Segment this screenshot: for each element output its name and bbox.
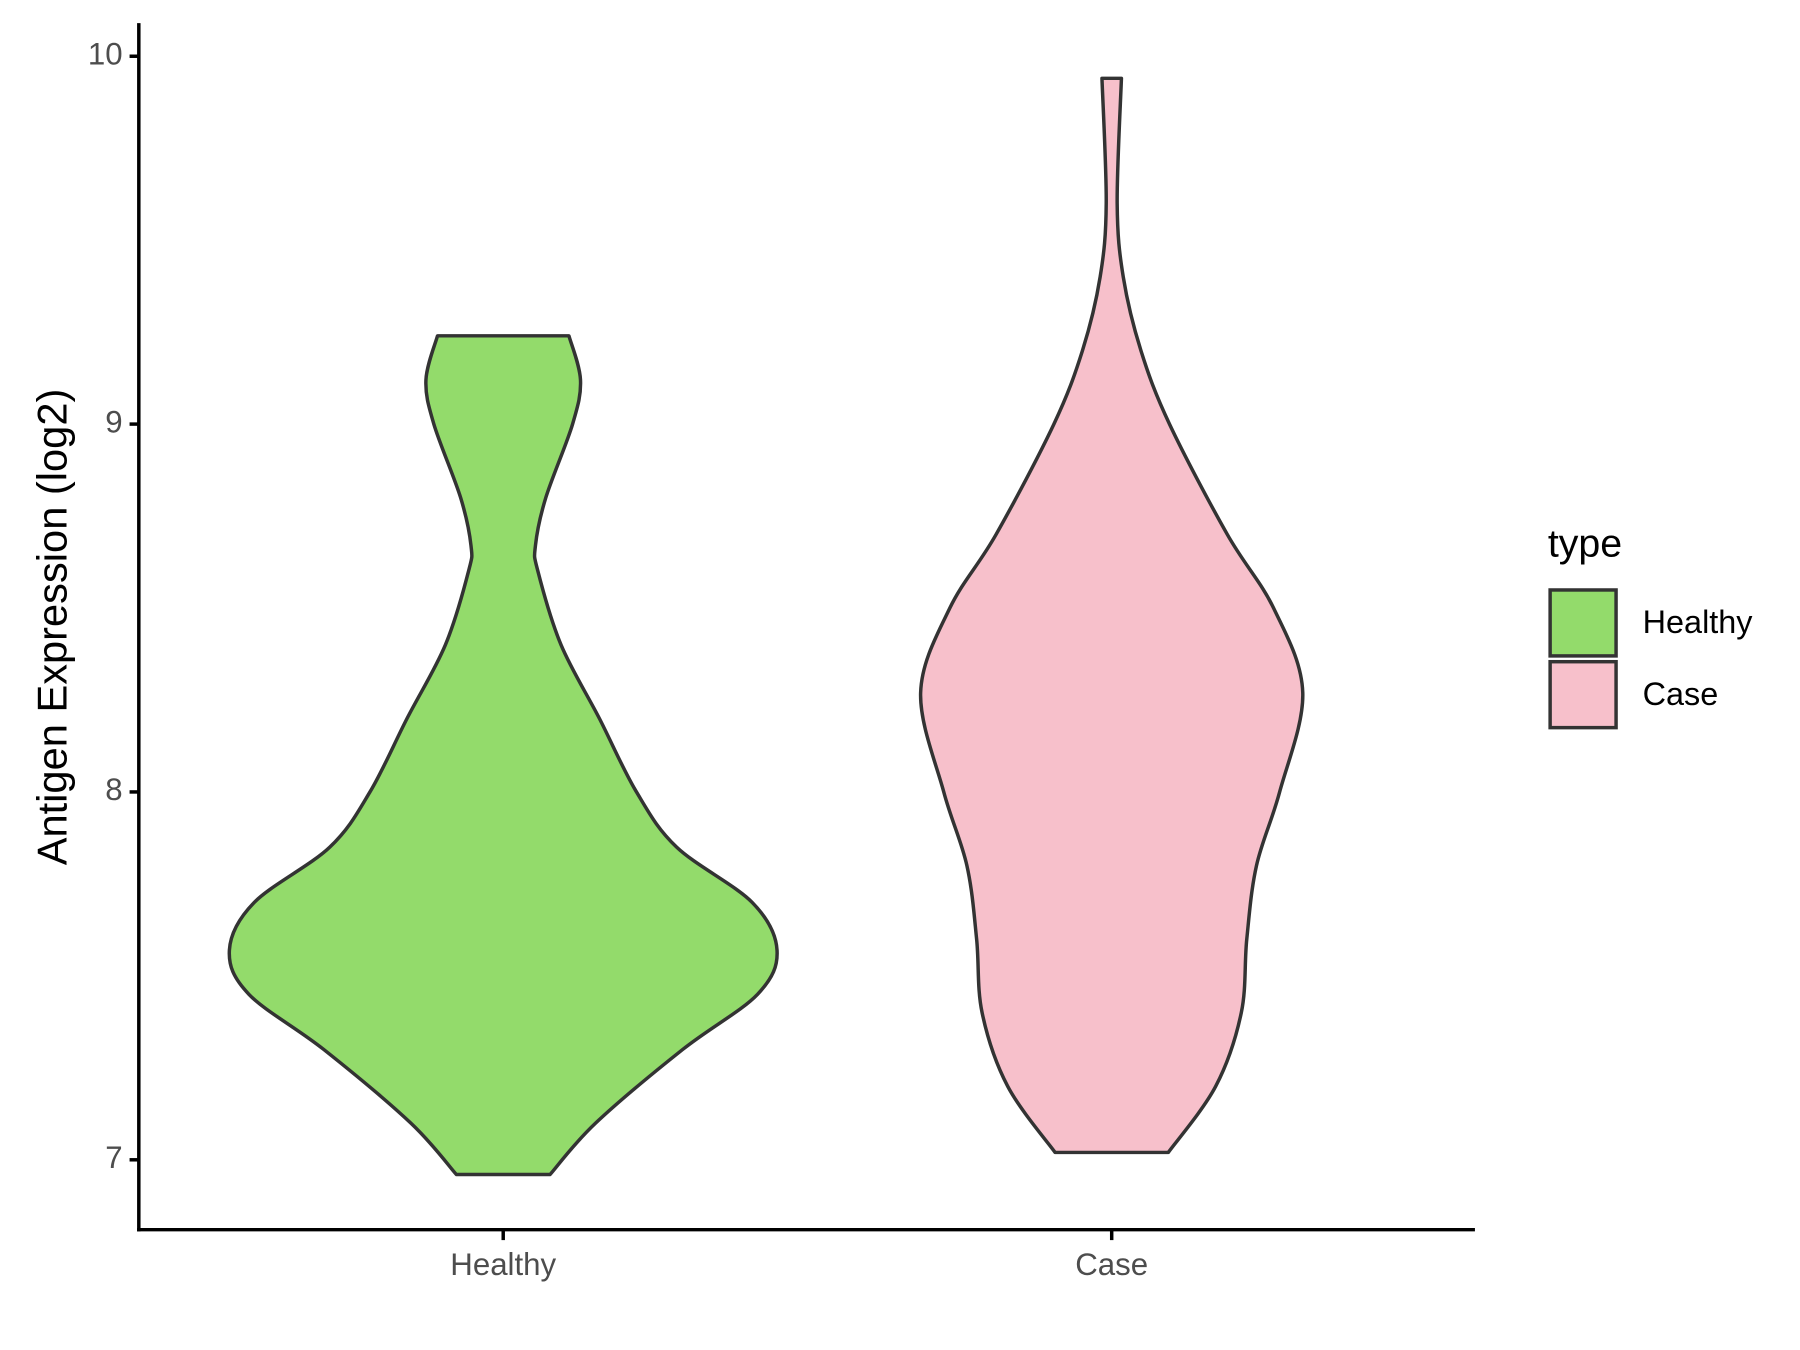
- y-axis-title: Antigen Expression (log2): [29, 389, 76, 866]
- legend-label: Case: [1643, 676, 1719, 712]
- y-tick-label: 9: [105, 404, 122, 439]
- x-tick-label: Healthy: [450, 1247, 556, 1282]
- y-tick-label: 7: [105, 1140, 122, 1175]
- legend-title: type: [1548, 521, 1622, 565]
- y-tick-label: 10: [88, 36, 123, 71]
- legend-swatch: [1548, 659, 1618, 730]
- y-tick-label: 8: [105, 772, 122, 807]
- violin: [227, 334, 779, 1177]
- legend-swatch: [1548, 588, 1618, 658]
- legend-label: Healthy: [1643, 604, 1754, 640]
- violin: [918, 76, 1305, 1155]
- x-tick-label: Case: [1075, 1247, 1148, 1282]
